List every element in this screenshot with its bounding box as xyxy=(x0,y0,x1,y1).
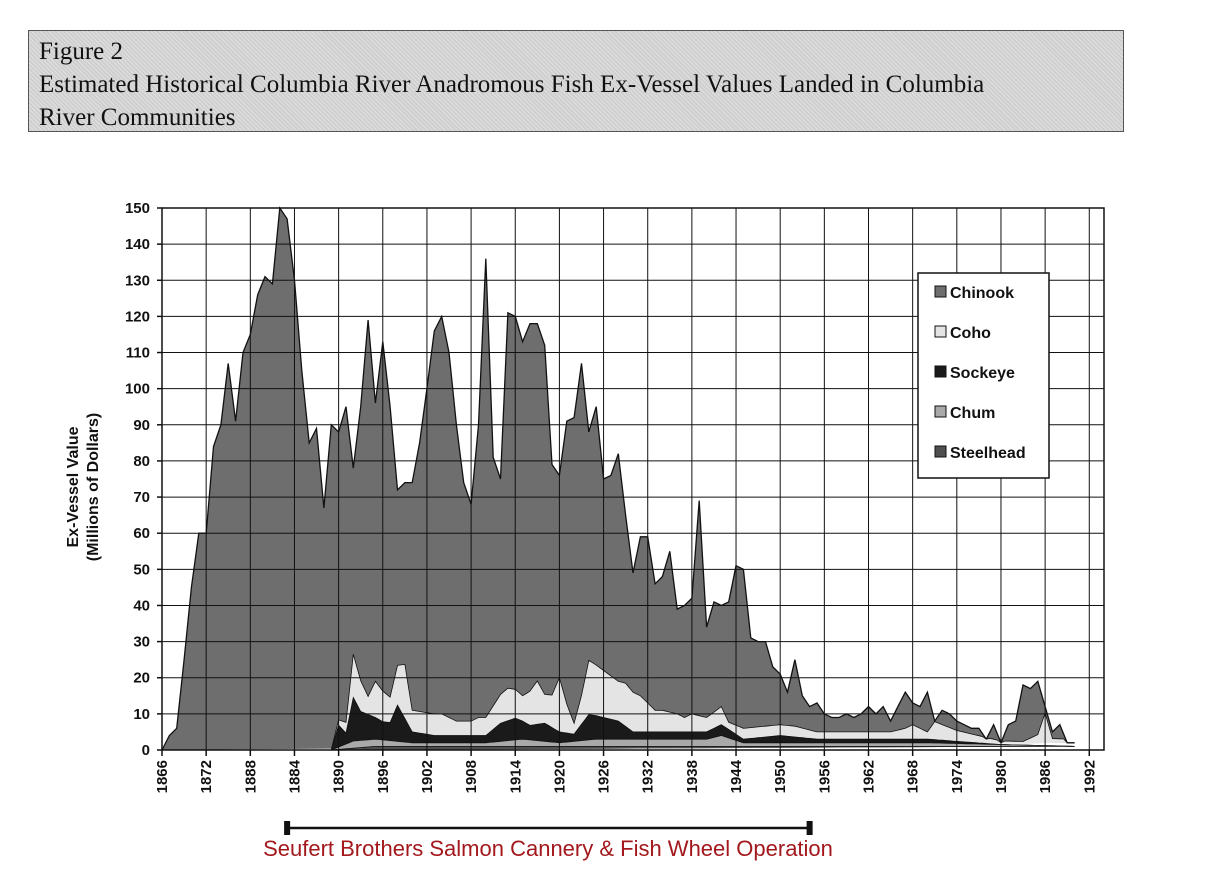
legend-swatch-chum xyxy=(934,405,947,418)
x-tick-label: 1950 xyxy=(772,760,789,793)
legend-swatch-steelhead xyxy=(934,445,947,458)
x-tick-label: 1914 xyxy=(507,759,524,793)
legend-label-chinook: Chinook xyxy=(950,285,1014,302)
figure-label: Figure 2 xyxy=(39,38,124,65)
y-tick-label: 0 xyxy=(142,742,150,759)
legend-label-sockeye: Sockeye xyxy=(950,365,1015,382)
legend-label-coho: Coho xyxy=(950,325,991,342)
x-tick-label: 1938 xyxy=(684,760,701,793)
bracket-end-right xyxy=(806,821,813,835)
y-tick-label: 60 xyxy=(133,525,150,542)
y-tick-label: 70 xyxy=(133,489,150,506)
y-tick-label: 40 xyxy=(133,597,150,614)
annotation-label: Seufert Brothers Salmon Cannery & Fish W… xyxy=(263,836,833,861)
annotation-bracket xyxy=(284,821,813,835)
bracket-end-left xyxy=(284,821,291,835)
y-tick-label: 30 xyxy=(133,634,150,651)
x-tick-label: 1980 xyxy=(993,760,1010,793)
x-tick-label: 1866 xyxy=(154,760,171,793)
x-tick-label: 1992 xyxy=(1081,760,1098,793)
plot-frame xyxy=(161,207,1105,751)
y-axis-title-line-2: (Millions of Dollars) xyxy=(85,413,102,561)
y-tick-label: 120 xyxy=(125,308,150,325)
legend-label-steelhead: Steelhead xyxy=(950,445,1026,462)
legend-swatch-sockeye xyxy=(934,365,947,378)
area-steelhead xyxy=(331,746,1075,751)
x-tick-label: 1908 xyxy=(463,760,480,793)
legend: Chinook Coho Sockeye Chum Steelhead xyxy=(917,272,1050,479)
y-tick-label: 90 xyxy=(133,417,150,434)
x-tick-label: 1872 xyxy=(198,760,215,793)
y-tick-label: 100 xyxy=(125,381,150,398)
x-tick-label: 1956 xyxy=(816,760,833,793)
grid-lines xyxy=(161,207,1104,751)
x-tick-label: 1920 xyxy=(551,760,568,793)
x-tick-label: 1944 xyxy=(728,759,745,793)
x-tick-label: 1884 xyxy=(286,759,303,793)
legend-swatch-coho xyxy=(934,325,947,338)
y-axis-ticks: 0 10 20 30 40 50 60 70 80 90 100 110 120 130 140 150 xyxy=(125,200,162,759)
y-tick-label: 10 xyxy=(133,706,150,723)
x-tick-label: 1962 xyxy=(861,760,878,793)
x-axis-ticks: 1866 1872 1888 1884 1890 1896 1902 1908 1914 1920… xyxy=(154,750,1098,793)
y-tick-label: 140 xyxy=(125,236,150,253)
figure-title-box: Figure 2 Estimated Historical Columbia R… xyxy=(28,30,1124,132)
y-tick-label: 110 xyxy=(126,345,150,362)
y-tick-label: 130 xyxy=(125,272,150,289)
y-tick-label: 20 xyxy=(133,670,150,687)
y-tick-label: 150 xyxy=(125,200,150,217)
figure-title-line-1: Estimated Historical Columbia River Anad… xyxy=(39,71,985,98)
y-axis-title: Ex-Vessel Value (Millions of Dollars) xyxy=(65,413,102,561)
legend-label-chum: Chum xyxy=(950,405,995,422)
x-tick-label: 1902 xyxy=(419,760,436,793)
x-tick-label: 1974 xyxy=(949,759,966,793)
area-chinook xyxy=(161,206,1075,751)
y-tick-label: 80 xyxy=(133,453,150,470)
series-areas xyxy=(161,206,1075,751)
y-tick-label: 50 xyxy=(133,561,150,578)
y-axis-title-line-1: Ex-Vessel Value xyxy=(65,426,82,547)
x-tick-label: 1968 xyxy=(905,760,922,793)
x-tick-label: 1896 xyxy=(375,760,392,793)
legend-swatch-chinook xyxy=(934,285,947,298)
figure-title-line-2: River Communities xyxy=(39,104,236,131)
x-tick-label: 1986 xyxy=(1037,760,1054,793)
x-tick-label: 1932 xyxy=(640,760,657,793)
x-tick-label: 1890 xyxy=(331,760,348,793)
x-tick-label: 1888 xyxy=(242,760,259,793)
x-tick-label: 1926 xyxy=(596,760,613,793)
area-sockeye xyxy=(330,696,1075,751)
